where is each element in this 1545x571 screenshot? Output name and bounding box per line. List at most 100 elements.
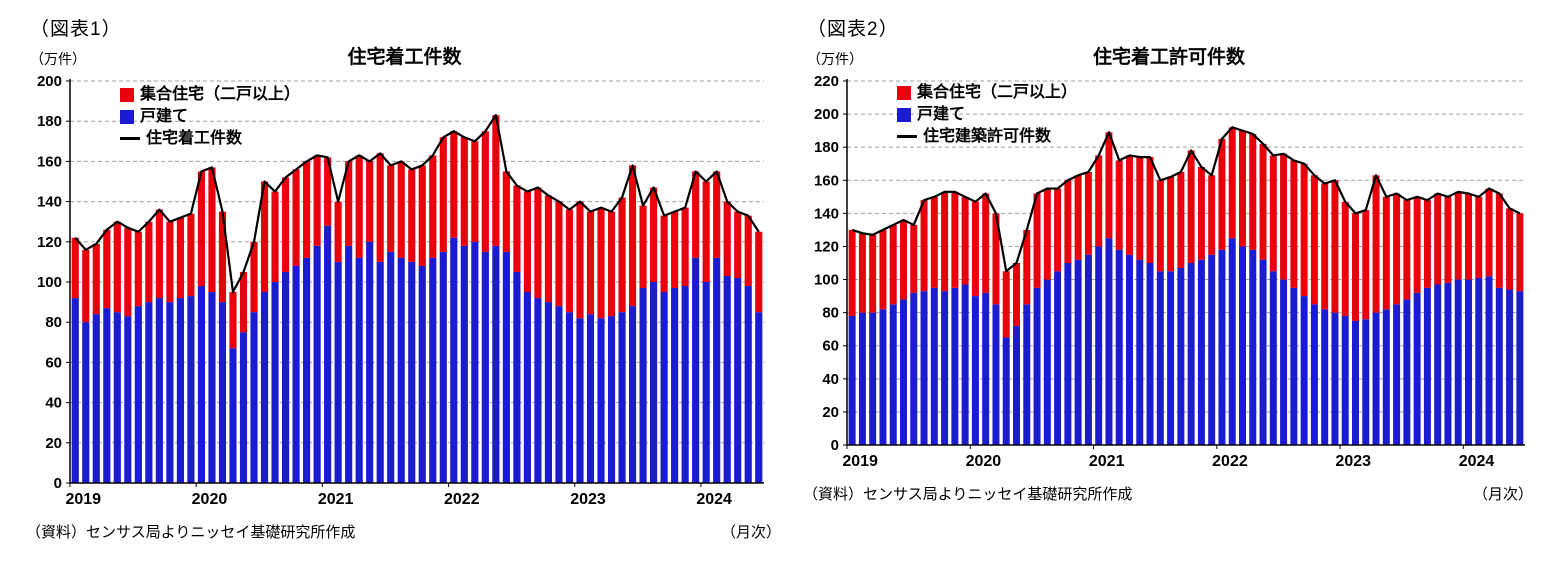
x-year-label: 2024: [1459, 453, 1495, 470]
bar-single-family: [858, 312, 866, 445]
bar-multi-family: [1444, 196, 1452, 283]
bar-single-family: [1064, 263, 1072, 445]
bar-single-family: [176, 298, 184, 483]
bar-multi-family: [229, 292, 237, 349]
total-line: [851, 126, 1521, 273]
bar-single-family: [650, 282, 658, 483]
x-year-label: 2019: [842, 453, 878, 470]
x-year-label: 2024: [696, 491, 732, 508]
figure2-frequency: （月次）: [1472, 486, 1533, 503]
bar-single-family: [565, 312, 574, 483]
bar-single-family: [628, 306, 637, 483]
x-year-label: 2020: [966, 453, 1002, 470]
bar-multi-family: [992, 213, 1000, 305]
bar-single-family: [1444, 282, 1452, 445]
bar-multi-family: [208, 167, 216, 293]
bar-multi-family: [176, 217, 184, 299]
figure2-tag: （図表2）: [807, 19, 899, 40]
bar-multi-family: [1074, 175, 1082, 260]
bar-multi-family: [555, 201, 563, 307]
figure1-block: （図表1） （万件） 住宅着工件数 0 20 40 60 80 100 120 140 160 1…: [22, 12, 787, 542]
bar-multi-family: [166, 221, 174, 303]
bar-single-family: [879, 309, 887, 445]
bar-single-family: [1167, 271, 1175, 445]
legend-label-total-line: 住宅着工件数: [146, 130, 243, 147]
bar-multi-family: [1516, 213, 1524, 292]
bar-single-family: [187, 296, 195, 483]
legend-label-total-line: 住宅建築許可件数: [923, 128, 1052, 145]
bar-multi-family: [313, 155, 321, 246]
bar-single-family: [848, 315, 856, 445]
y-tick-label: 200: [814, 106, 839, 123]
single-family-swatch-icon: [897, 107, 911, 122]
legend-item-single-family: 戸建て: [120, 107, 300, 126]
bar-multi-family: [1362, 210, 1370, 320]
bar-single-family: [1290, 287, 1298, 445]
bar-single-family: [1495, 287, 1503, 445]
single-family-swatch-icon: [120, 109, 134, 124]
bar-multi-family: [439, 137, 447, 252]
bar-single-family: [597, 318, 605, 483]
bar-single-family: [271, 282, 279, 483]
x-year-label: 2021: [318, 491, 354, 508]
bar-single-family: [1321, 309, 1329, 445]
bar-multi-family: [1413, 196, 1421, 293]
bar-single-family: [1105, 238, 1113, 445]
bar-single-family: [951, 287, 959, 445]
bar-multi-family: [1352, 213, 1359, 321]
bar-multi-family: [618, 197, 626, 313]
bar-multi-family: [879, 229, 887, 310]
x-year-label: 2023: [1335, 453, 1371, 470]
bar-multi-family: [460, 137, 468, 246]
bar-single-family: [692, 257, 700, 483]
y-tick-label: 80: [822, 305, 839, 322]
y-tick-label: 220: [814, 73, 839, 90]
bar-multi-family: [650, 187, 658, 282]
bar-single-family: [1382, 309, 1390, 445]
bar-multi-family: [418, 165, 426, 266]
bar-multi-family: [1105, 132, 1113, 239]
y-tick-label: 0: [831, 437, 839, 454]
bar-multi-family: [1218, 138, 1226, 250]
bars-multi-family: [848, 127, 1524, 338]
bar-single-family: [1187, 263, 1195, 445]
bar-multi-family: [113, 221, 121, 313]
bar-multi-family: [628, 165, 637, 307]
y-tick-label: 20: [45, 435, 62, 452]
total-line: [74, 114, 760, 294]
bar-multi-family: [124, 227, 132, 317]
bar-multi-family: [755, 231, 763, 313]
bar-single-family: [723, 275, 731, 483]
y-tick-label: 100: [814, 272, 839, 289]
bar-multi-family: [1156, 180, 1164, 272]
bar-single-family: [155, 298, 163, 483]
y-tick-label: 160: [37, 153, 62, 170]
y-tick-label: 180: [37, 113, 62, 130]
bar-single-family: [1372, 312, 1380, 445]
bar-single-family: [1218, 249, 1226, 445]
bar-multi-family: [324, 157, 332, 226]
bar-single-family: [982, 292, 990, 445]
bar-single-family: [429, 257, 437, 483]
figure2-unit-label: （万件）: [807, 51, 863, 67]
bar-multi-family: [1033, 193, 1041, 288]
bar-single-family: [660, 292, 668, 483]
bar-single-family: [92, 314, 100, 483]
bar-single-family: [1208, 254, 1216, 445]
bar-single-family: [1475, 277, 1483, 445]
bar-multi-family: [1023, 229, 1031, 305]
bar-single-family: [1115, 249, 1123, 445]
figure1-plot: 0 20 40 60 80 100 120 140 160 180 200 2019 2020 2021 2…: [37, 73, 764, 508]
bar-single-family: [166, 302, 174, 483]
bar-single-family: [124, 316, 132, 483]
bar-multi-family: [502, 171, 510, 252]
bar-multi-family: [155, 209, 163, 299]
bar-multi-family: [920, 200, 928, 292]
bar-multi-family: [82, 249, 90, 323]
bar-single-family: [387, 251, 395, 483]
bar-multi-family: [197, 171, 206, 287]
y-tick-label: 180: [814, 139, 839, 156]
bars-single-family: [71, 225, 763, 483]
bar-multi-family: [1197, 167, 1205, 260]
